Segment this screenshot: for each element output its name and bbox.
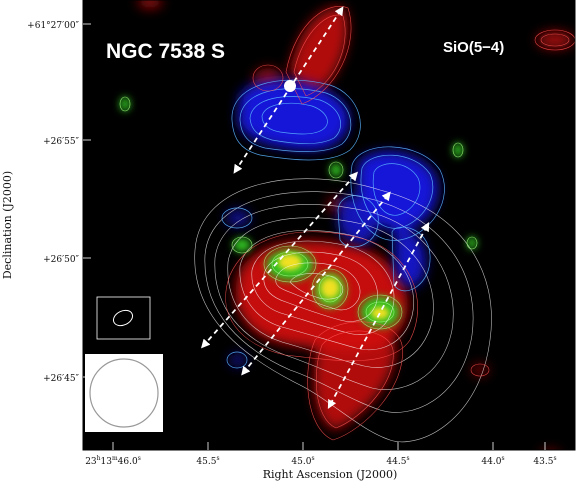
- tick-marks: [83, 23, 546, 450]
- source-title: NGC 7538 S: [106, 40, 225, 63]
- x-tick-1: 45.5s: [196, 455, 219, 467]
- y-tick-3: +26′45″: [43, 374, 80, 384]
- y-tick-1: +26′55″: [43, 137, 80, 147]
- x-tick-4: 44.0s: [481, 455, 504, 467]
- y-axis-label: Declination (J2000): [1, 171, 14, 279]
- y-tick-2: +26′50″: [43, 255, 80, 265]
- y-tick-0: +61°27′00″: [27, 21, 79, 31]
- x-tick-labels: 23h13m46.0s 45.5s 45.0s 44.5s 44.0s 43.5…: [85, 455, 556, 467]
- beam-inset-large: [85, 354, 163, 432]
- beam-inset-small: [96, 296, 151, 340]
- source-marker: [284, 80, 296, 92]
- plot-frame: [82, 0, 576, 451]
- x-tick-3: 44.5s: [386, 455, 409, 467]
- x-axis-label: Right Ascension (J2000): [263, 468, 398, 481]
- x-tick-5: 43.5s: [533, 455, 556, 467]
- y-tick-labels: +61°27′00″ +26′55″ +26′50″ +26′45″: [27, 21, 79, 384]
- x-tick-0: 23h13m46.0s: [85, 455, 141, 467]
- outflow-arrows: [201, 6, 430, 409]
- x-tick-2: 45.0s: [291, 455, 314, 467]
- line-label: SiO(5−4): [443, 39, 504, 56]
